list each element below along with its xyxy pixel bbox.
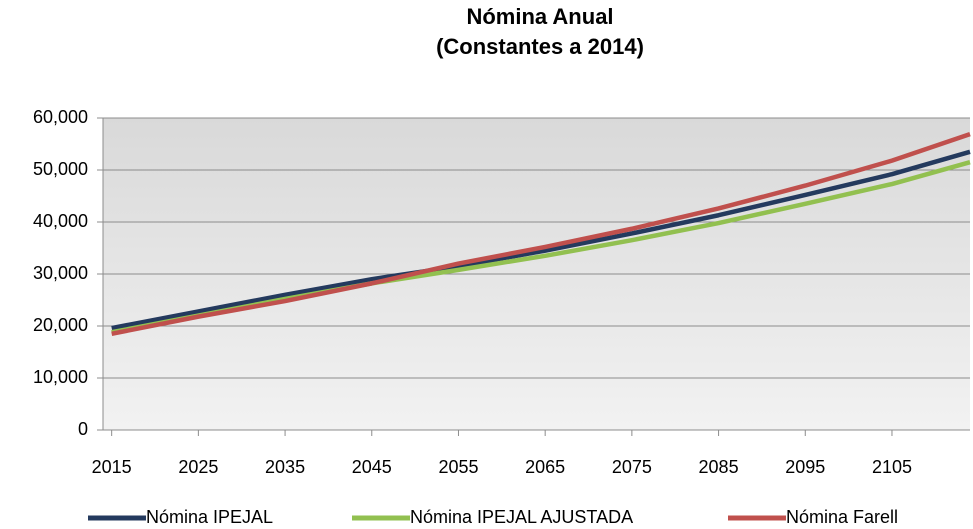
legend-label: Nómina Farell: [786, 507, 898, 527]
x-tick-label: 2065: [525, 457, 565, 477]
y-tick-label: 10,000: [33, 367, 88, 387]
legend-label: Nómina IPEJAL AJUSTADA: [410, 507, 633, 527]
x-tick-label: 2085: [699, 457, 739, 477]
x-tick-label: 2095: [785, 457, 825, 477]
x-tick-label: 2035: [265, 457, 305, 477]
y-tick-label: 30,000: [33, 263, 88, 283]
y-tick-label: 50,000: [33, 159, 88, 179]
x-tick-label: 2075: [612, 457, 652, 477]
x-tick-label: 2015: [92, 457, 132, 477]
series-line: [111, 149, 971, 331]
y-tick-label: 20,000: [33, 315, 88, 335]
legend-label: Nómina IPEJAL: [146, 507, 273, 527]
y-tick-label: 60,000: [33, 107, 88, 127]
chart-subtitle: (Constantes a 2014): [436, 34, 644, 59]
series-line: [111, 131, 971, 337]
y-tick-label: 0: [78, 419, 88, 439]
chart-title: Nómina Anual: [466, 4, 613, 29]
x-tick-label: 2025: [178, 457, 218, 477]
x-tick-label: 2045: [352, 457, 392, 477]
x-tick-label: 2055: [438, 457, 478, 477]
y-tick-label: 40,000: [33, 211, 88, 231]
x-tick-label: 2105: [872, 457, 912, 477]
